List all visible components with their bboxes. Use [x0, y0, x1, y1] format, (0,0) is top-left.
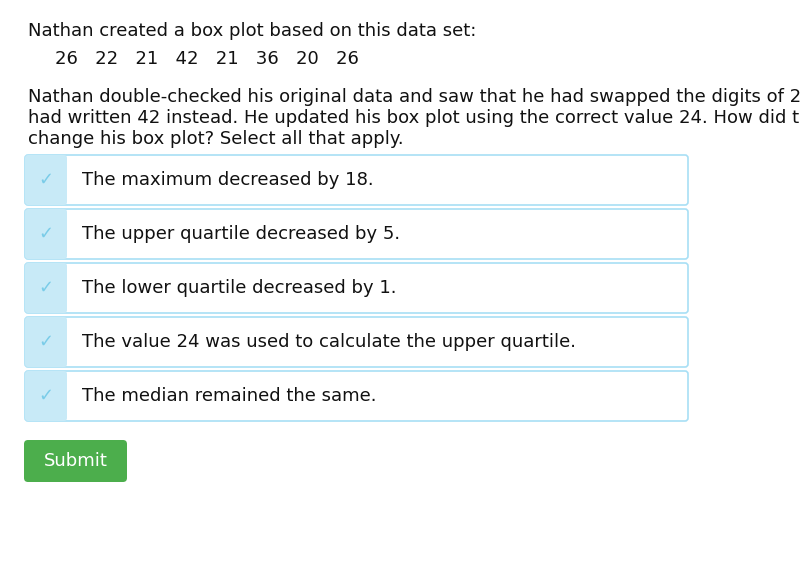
FancyBboxPatch shape [24, 440, 127, 482]
Text: The value 24 was used to calculate the upper quartile.: The value 24 was used to calculate the u… [82, 333, 576, 351]
FancyBboxPatch shape [25, 263, 67, 313]
FancyBboxPatch shape [25, 371, 67, 421]
Text: ✓: ✓ [38, 279, 54, 297]
Text: ✓: ✓ [38, 225, 54, 243]
Text: Submit: Submit [43, 452, 107, 470]
Text: 26   22   21   42   21   36   20   26: 26 22 21 42 21 36 20 26 [55, 50, 359, 68]
FancyBboxPatch shape [25, 263, 688, 313]
Text: The upper quartile decreased by 5.: The upper quartile decreased by 5. [82, 225, 400, 243]
Text: ✓: ✓ [38, 387, 54, 405]
Text: ✓: ✓ [38, 333, 54, 351]
FancyBboxPatch shape [25, 317, 67, 367]
Text: Nathan created a box plot based on this data set:: Nathan created a box plot based on this … [28, 22, 476, 40]
FancyBboxPatch shape [25, 209, 688, 259]
Text: change his box plot? Select all that apply.: change his box plot? Select all that app… [28, 130, 404, 148]
Text: had written 42 instead. He updated his box plot using the correct value 24. How : had written 42 instead. He updated his b… [28, 109, 800, 127]
Text: The median remained the same.: The median remained the same. [82, 387, 377, 405]
Text: ✓: ✓ [38, 171, 54, 189]
FancyBboxPatch shape [25, 209, 67, 259]
FancyBboxPatch shape [25, 155, 67, 205]
Text: Nathan double-checked his original data and saw that he had swapped the digits o: Nathan double-checked his original data … [28, 88, 800, 106]
FancyBboxPatch shape [25, 317, 688, 367]
Text: The maximum decreased by 18.: The maximum decreased by 18. [82, 171, 374, 189]
Text: The lower quartile decreased by 1.: The lower quartile decreased by 1. [82, 279, 397, 297]
FancyBboxPatch shape [25, 155, 688, 205]
FancyBboxPatch shape [25, 371, 688, 421]
